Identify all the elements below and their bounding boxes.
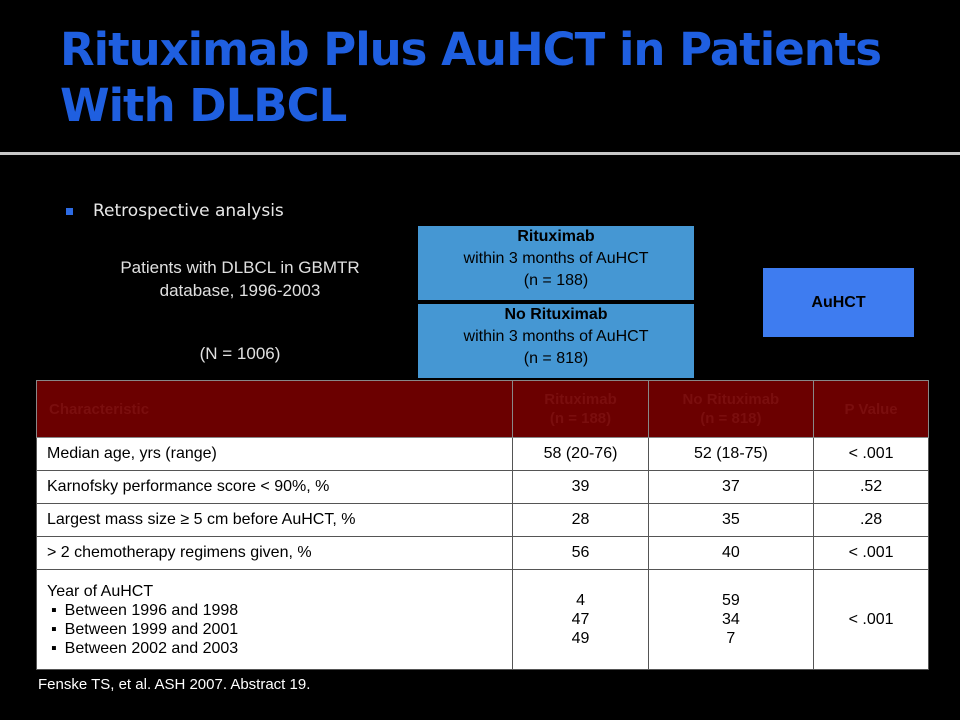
year-no-rituximab-value: 34 [721,611,740,628]
year-no-rituximab-value: 59 [721,592,740,609]
year-range-label: Between 2002 and 2003 [47,639,506,658]
table-row: > 2 chemotherapy regimens given, % 56 40… [35,536,929,570]
row-rituximab-value: 28 [512,503,649,537]
year-p-value: < .001 [813,569,929,670]
rituximab-box-n: (n = 188) [523,272,589,289]
year-rituximab-value: 4 [576,592,585,609]
year-rituximab-value: 49 [571,630,590,647]
header-no-rituximab-n: (n = 818) [700,410,762,427]
row-rituximab-value: 39 [512,470,649,504]
arrow-no-rituximab-to-auhct [697,309,759,345]
rituximab-box-detail: within 3 months of AuHCT [463,250,649,267]
no-rituximab-box-detail: within 3 months of AuHCT [463,328,649,345]
arrow-to-no-rituximab [333,324,412,345]
year-rituximab-value: 47 [571,611,590,628]
no-rituximab-box-name: No Rituximab [504,306,608,323]
row-p-value: .28 [813,503,929,537]
arrow-rituximab-to-auhct [697,267,759,298]
year-row-title: Year of AuHCT [47,582,154,600]
rituximab-box: Rituximab within 3 months of AuHCT (n = … [418,226,694,300]
year-of-auhct-row: Year of AuHCT Between 1996 and 1998 Betw… [35,569,929,670]
row-no-rituximab-value: 52 (18-75) [647,437,815,471]
bullet-text: Retrospective analysis [93,201,284,221]
citation: Fenske TS, et al. ASH 2007. Abstract 19. [38,676,311,693]
row-rituximab-value: 56 [512,536,649,570]
row-no-rituximab-value: 35 [647,503,815,537]
header-rituximab-n: (n = 188) [549,410,612,427]
header-no-rituximab-label: No Rituximab [682,391,780,408]
table-row: Karnofsky performance score < 90%, % 39 … [35,470,929,504]
year-no-rituximab-values: 59 34 7 [647,569,815,670]
row-label: Median age, yrs (range) [35,437,514,471]
rituximab-box-name: Rituximab [517,228,595,245]
square-bullet-icon [66,207,73,215]
row-label: Karnofsky performance score < 90%, % [35,470,514,504]
year-row-labels: Year of AuHCT Between 1996 and 1998 Betw… [35,569,514,670]
auhct-box: AuHCT [763,268,914,337]
year-range-label: Between 1996 and 1998 [47,601,506,620]
title-divider [0,152,960,155]
row-rituximab-value: 58 (20-76) [512,437,649,471]
header-no-rituximab: No Rituximab (n = 818) [647,380,815,438]
header-p-value: P Value [813,380,929,438]
header-rituximab-label: Rituximab [544,391,617,408]
slide-title: Rituximab Plus AuHCT in Patients With DL… [60,23,882,132]
row-label: Largest mass size ≥ 5 cm before AuHCT, % [35,503,514,537]
year-range-label: Between 1999 and 2001 [47,620,506,639]
row-p-value: .52 [813,470,929,504]
table-header-row: Characteristic Rituximab (n = 188) No Ri… [35,380,929,438]
patients-count: (N = 1006) [199,344,281,363]
year-rituximab-values: 4 47 49 [512,569,649,670]
row-p-value: < .001 [813,437,929,471]
no-rituximab-box-n: (n = 818) [523,350,589,367]
row-no-rituximab-value: 40 [647,536,815,570]
bullet-item: Retrospective analysis [66,198,284,224]
no-rituximab-box: No Rituximab within 3 months of AuHCT (n… [418,304,694,378]
row-no-rituximab-value: 37 [647,470,815,504]
header-rituximab: Rituximab (n = 188) [512,380,649,438]
header-characteristic: Characteristic [35,380,514,438]
table-row: Largest mass size ≥ 5 cm before AuHCT, %… [35,503,929,537]
year-no-rituximab-value: 7 [726,630,736,647]
title-area: Rituximab Plus AuHCT in Patients With DL… [0,0,960,152]
patients-text: Patients with DLBCL in GBMTR database, 1… [120,258,360,300]
table-row: Median age, yrs (range) 58 (20-76) 52 (1… [35,437,929,471]
row-label: > 2 chemotherapy regimens given, % [35,536,514,570]
row-p-value: < .001 [813,536,929,570]
characteristics-table: Characteristic Rituximab (n = 188) No Ri… [35,380,929,670]
